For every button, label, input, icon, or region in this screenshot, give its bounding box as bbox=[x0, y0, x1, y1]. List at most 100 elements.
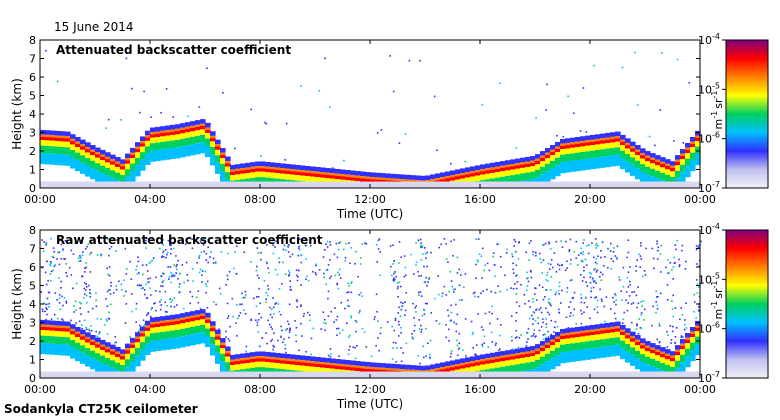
heatmap-cell bbox=[244, 290, 247, 293]
heatmap-cell bbox=[592, 286, 595, 289]
heatmap-cell bbox=[185, 145, 191, 157]
heatmap-cell bbox=[88, 328, 90, 331]
heatmap-cell bbox=[540, 157, 546, 162]
heatmap-cell bbox=[303, 312, 305, 315]
heatmap-cell bbox=[376, 243, 378, 246]
heatmap-cell bbox=[200, 181, 206, 188]
heatmap-cell bbox=[510, 159, 516, 165]
heatmap-cell bbox=[565, 316, 568, 319]
heatmap-cell bbox=[566, 291, 568, 293]
heatmap-cell bbox=[222, 91, 224, 94]
heatmap-cell bbox=[75, 322, 77, 324]
heatmap-cell bbox=[657, 246, 660, 249]
heatmap-cell bbox=[226, 302, 229, 305]
heatmap-cell bbox=[640, 171, 646, 182]
heatmap-cell bbox=[110, 344, 116, 350]
heatmap-cell bbox=[418, 291, 420, 294]
heatmap-cell bbox=[600, 149, 606, 157]
heatmap-cell bbox=[672, 325, 674, 328]
heatmap-cell bbox=[190, 144, 196, 156]
heatmap-cell bbox=[500, 266, 502, 268]
heatmap-cell bbox=[270, 359, 276, 363]
heatmap-cell bbox=[570, 332, 576, 335]
heatmap-cell bbox=[175, 324, 181, 330]
heatmap-cell bbox=[485, 173, 491, 180]
heatmap-cell bbox=[170, 252, 172, 255]
heatmap-cell bbox=[643, 319, 645, 321]
heatmap-cell bbox=[515, 165, 521, 169]
heatmap-cell bbox=[550, 339, 556, 342]
heatmap-cell bbox=[125, 343, 131, 349]
heatmap-cell bbox=[85, 165, 91, 177]
heatmap-cell bbox=[685, 302, 687, 305]
heatmap-cell bbox=[135, 371, 141, 378]
heatmap-cell bbox=[105, 346, 111, 350]
heatmap-cell bbox=[355, 171, 361, 176]
heatmap-cell bbox=[130, 154, 136, 159]
heatmap-cell bbox=[524, 303, 526, 305]
heatmap-cell bbox=[690, 331, 696, 334]
heatmap-cell bbox=[640, 327, 643, 330]
heatmap-cell bbox=[685, 149, 691, 154]
heatmap-cell bbox=[53, 251, 55, 253]
heatmap-cell bbox=[365, 178, 371, 182]
heatmap-cell bbox=[475, 353, 477, 356]
heatmap-cell bbox=[655, 165, 661, 171]
heatmap-cell bbox=[325, 362, 331, 365]
heatmap-cell bbox=[80, 155, 86, 163]
heatmap-cell bbox=[225, 181, 231, 188]
heatmap-cell bbox=[370, 181, 376, 188]
heatmap-cell bbox=[428, 353, 431, 356]
heatmap-cell bbox=[520, 164, 526, 168]
heatmap-cell bbox=[485, 170, 491, 174]
heatmap-cell bbox=[423, 265, 425, 268]
heatmap-cell bbox=[275, 173, 281, 179]
heatmap-cell bbox=[233, 267, 235, 270]
heatmap-cell bbox=[350, 170, 356, 176]
heatmap-cell bbox=[665, 371, 671, 378]
heatmap-cell bbox=[275, 169, 281, 174]
heatmap-cell bbox=[195, 316, 201, 321]
heatmap-cell bbox=[400, 181, 406, 188]
heatmap-cell bbox=[404, 274, 407, 277]
heatmap-cell bbox=[330, 353, 332, 355]
heatmap-cell bbox=[506, 248, 508, 251]
heatmap-cell bbox=[241, 303, 243, 306]
heatmap-cell bbox=[685, 166, 691, 178]
heatmap-cell bbox=[160, 141, 166, 150]
heatmap-cell bbox=[100, 181, 106, 188]
heatmap-cell bbox=[175, 268, 178, 271]
heatmap-cell bbox=[428, 277, 430, 279]
heatmap-cell bbox=[288, 303, 291, 306]
heatmap-cell bbox=[415, 264, 417, 266]
heatmap-cell bbox=[180, 320, 186, 324]
heatmap-cell bbox=[290, 359, 296, 362]
heatmap-cell bbox=[295, 359, 301, 362]
heatmap-cell bbox=[340, 359, 346, 365]
heatmap-cell bbox=[280, 335, 282, 338]
heatmap-cell bbox=[405, 371, 411, 378]
heatmap-cell bbox=[525, 345, 528, 347]
heatmap-cell bbox=[546, 83, 548, 86]
heatmap-cell bbox=[143, 289, 146, 291]
heatmap-cell bbox=[582, 242, 584, 244]
heatmap-cell bbox=[490, 357, 496, 360]
heatmap-cell bbox=[272, 297, 274, 299]
heatmap-cell bbox=[525, 251, 528, 254]
heatmap-cell bbox=[590, 287, 593, 289]
heatmap-cell bbox=[220, 152, 226, 155]
heatmap-cell bbox=[165, 322, 171, 326]
heatmap-cell bbox=[230, 181, 236, 188]
heatmap-cell bbox=[350, 177, 356, 181]
heatmap-cell bbox=[640, 164, 646, 172]
heatmap-cell bbox=[260, 258, 262, 261]
y-tick-label: 7 bbox=[29, 53, 36, 66]
heatmap-cell bbox=[625, 299, 627, 302]
heatmap-cell bbox=[337, 327, 340, 330]
heatmap-cell bbox=[130, 353, 136, 362]
heatmap-cell bbox=[320, 177, 326, 182]
heatmap-cell bbox=[250, 108, 253, 111]
heatmap-cell bbox=[345, 366, 351, 371]
heatmap-cell bbox=[660, 351, 666, 354]
heatmap-cell bbox=[350, 180, 356, 182]
